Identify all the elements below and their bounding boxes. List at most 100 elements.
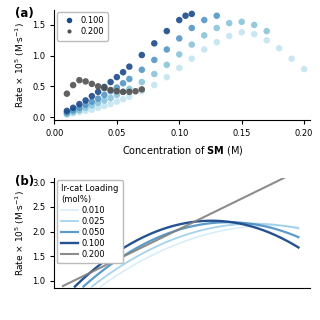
- Point: [214, 26, 219, 31]
- Point: [164, 75, 169, 80]
- Point: [139, 67, 144, 72]
- Point: [77, 109, 82, 115]
- Point: [227, 33, 232, 38]
- Point: [202, 33, 207, 38]
- Point: [139, 52, 144, 58]
- Point: [227, 20, 232, 26]
- Point: [152, 83, 157, 88]
- Point: [139, 89, 144, 94]
- Point: [114, 85, 119, 90]
- Point: [139, 87, 144, 92]
- Point: [164, 62, 169, 68]
- Point: [83, 98, 88, 103]
- Point: [83, 79, 88, 84]
- Y-axis label: Rate $\times$ 10$^5$ (M·s$^{-1}$): Rate $\times$ 10$^5$ (M·s$^{-1}$): [13, 190, 27, 276]
- Point: [189, 11, 194, 16]
- Point: [96, 84, 101, 89]
- Point: [89, 103, 94, 108]
- Point: [89, 107, 94, 112]
- Point: [89, 81, 94, 86]
- Point: [64, 111, 69, 116]
- Point: [239, 30, 244, 35]
- Point: [276, 46, 282, 51]
- Point: [83, 108, 88, 113]
- Point: [96, 89, 101, 94]
- Point: [252, 22, 257, 28]
- Point: [121, 81, 126, 86]
- Text: (b): (b): [15, 175, 34, 188]
- Point: [183, 13, 188, 18]
- Point: [152, 57, 157, 62]
- Point: [301, 67, 307, 72]
- Point: [177, 36, 182, 41]
- Point: [108, 95, 113, 100]
- Point: [164, 28, 169, 34]
- Point: [71, 111, 76, 116]
- Point: [127, 86, 132, 91]
- Point: [77, 108, 82, 113]
- Point: [127, 94, 132, 99]
- Point: [64, 91, 69, 96]
- Point: [121, 97, 126, 102]
- Point: [102, 103, 107, 108]
- Point: [64, 110, 69, 115]
- Legend: 0.010, 0.025, 0.050, 0.100, 0.200: 0.010, 0.025, 0.050, 0.100, 0.200: [57, 180, 123, 263]
- Point: [252, 32, 257, 37]
- Point: [71, 83, 76, 88]
- Point: [214, 40, 219, 45]
- Point: [152, 41, 157, 46]
- Point: [114, 89, 119, 94]
- Point: [64, 108, 69, 113]
- Point: [189, 42, 194, 47]
- Point: [77, 101, 82, 107]
- Point: [102, 86, 107, 91]
- Point: [164, 47, 169, 52]
- Point: [77, 105, 82, 110]
- Point: [127, 89, 132, 94]
- Point: [89, 93, 94, 99]
- Point: [214, 13, 219, 18]
- Point: [189, 26, 194, 31]
- Point: [108, 101, 113, 107]
- Point: [96, 105, 101, 110]
- Point: [202, 18, 207, 23]
- Point: [96, 100, 101, 106]
- Point: [96, 96, 101, 101]
- Y-axis label: Rate $\times$ 10$^5$ (M·s$^{-1}$): Rate $\times$ 10$^5$ (M·s$^{-1}$): [13, 22, 27, 108]
- Point: [121, 89, 126, 94]
- Point: [64, 112, 69, 117]
- Point: [114, 92, 119, 98]
- X-axis label: Concentration of $\mathbf{SM}$ (M): Concentration of $\mathbf{SM}$ (M): [122, 144, 243, 157]
- Point: [77, 78, 82, 83]
- Point: [177, 18, 182, 23]
- Point: [83, 102, 88, 107]
- Point: [102, 98, 107, 103]
- Point: [102, 92, 107, 98]
- Point: [83, 105, 88, 110]
- Point: [139, 79, 144, 84]
- Point: [127, 76, 132, 82]
- Point: [239, 19, 244, 24]
- Point: [264, 38, 269, 43]
- Point: [102, 84, 107, 90]
- Point: [108, 79, 113, 84]
- Point: [89, 99, 94, 104]
- Point: [121, 70, 126, 75]
- Point: [71, 109, 76, 115]
- Point: [114, 99, 119, 104]
- Text: (a): (a): [15, 7, 34, 20]
- Legend: 0.100, 0.200: 0.100, 0.200: [57, 12, 108, 41]
- Point: [108, 87, 113, 92]
- Point: [289, 56, 294, 61]
- Point: [71, 108, 76, 113]
- Point: [114, 75, 119, 80]
- Point: [189, 56, 194, 61]
- Point: [177, 52, 182, 57]
- Point: [152, 71, 157, 76]
- Point: [133, 89, 138, 94]
- Point: [202, 47, 207, 52]
- Point: [108, 89, 113, 94]
- Point: [121, 89, 126, 94]
- Point: [127, 64, 132, 69]
- Point: [264, 28, 269, 34]
